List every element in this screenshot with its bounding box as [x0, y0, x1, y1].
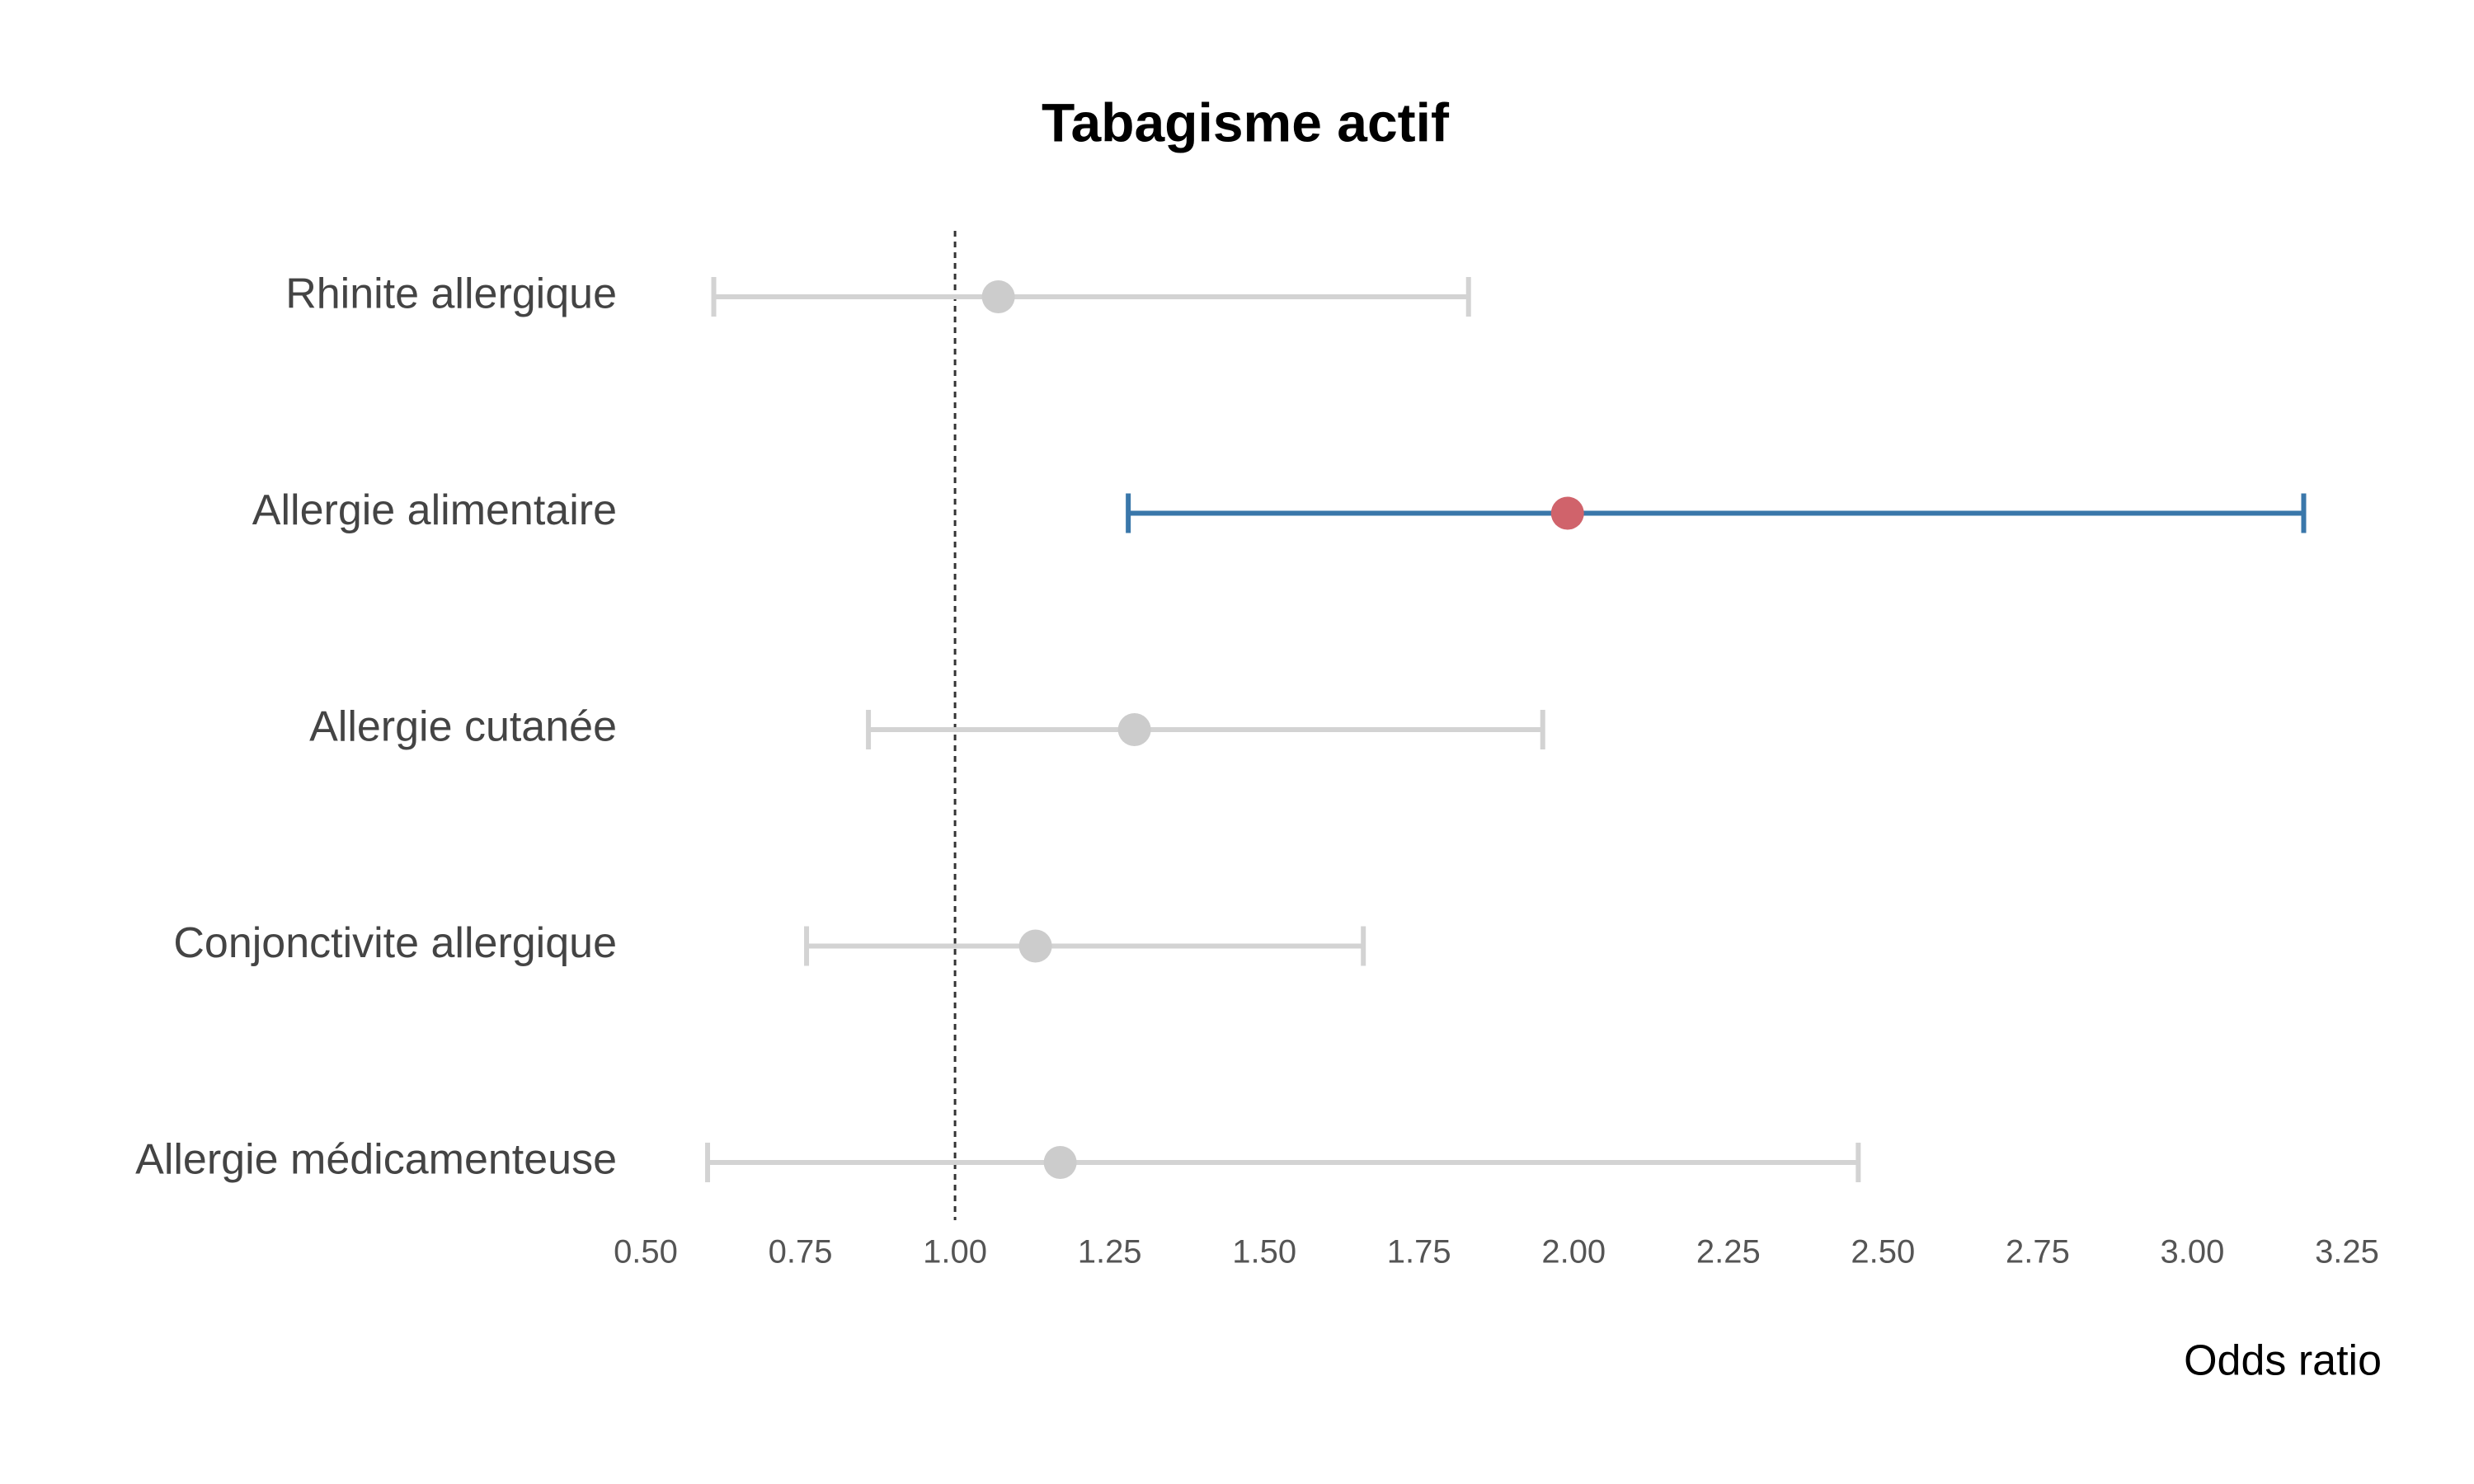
x-tick-label: 1.00 [923, 1234, 987, 1270]
point [1018, 929, 1052, 963]
x-tick-label: 2.25 [1696, 1234, 1761, 1270]
x-tick-label: 1.25 [1078, 1234, 1142, 1270]
category-label: Allergie alimentaire [252, 486, 617, 534]
x-tick-label: 1.50 [1232, 1234, 1296, 1270]
x-tick-label: 3.00 [2161, 1234, 2225, 1270]
x-tick-label: 3.25 [2315, 1234, 2379, 1270]
x-tick-label: 2.50 [1851, 1234, 1915, 1270]
chart-title: Tabagisme actif [1042, 92, 1450, 153]
category-label: Allergie médicamenteuse [135, 1136, 617, 1184]
category-label: Rhinite allergique [285, 270, 617, 318]
category-label: Conjonctivite allergique [173, 919, 617, 967]
x-tick-label: 0.75 [769, 1234, 833, 1270]
x-tick-label: 1.75 [1387, 1234, 1451, 1270]
point [1043, 1146, 1077, 1179]
point [1550, 496, 1584, 530]
point [981, 280, 1015, 313]
category-label: Allergie cutanée [309, 703, 617, 751]
x-tick-label: 2.00 [1541, 1234, 1606, 1270]
point [1117, 713, 1151, 746]
x-tick-label: 2.75 [2006, 1234, 2070, 1270]
x-axis-title: Odds ratio [2184, 1337, 2382, 1385]
x-tick-label: 0.50 [614, 1234, 678, 1270]
